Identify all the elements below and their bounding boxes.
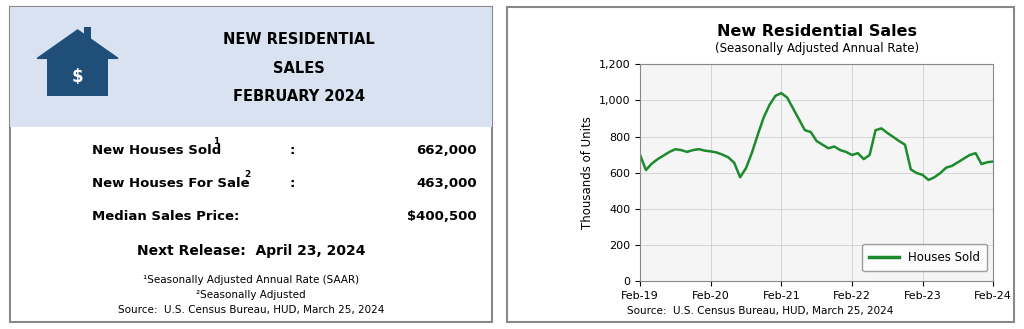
- Text: 463,000: 463,000: [417, 177, 477, 190]
- Polygon shape: [37, 30, 118, 58]
- Text: :: :: [290, 144, 295, 157]
- Text: 2: 2: [244, 170, 250, 179]
- Legend: Houses Sold: Houses Sold: [862, 244, 987, 271]
- Title: New Residential Sales: New Residential Sales: [717, 24, 916, 39]
- Text: ¹Seasonally Adjusted Annual Rate (SAAR): ¹Seasonally Adjusted Annual Rate (SAAR): [142, 275, 359, 285]
- Text: ²Seasonally Adjusted: ²Seasonally Adjusted: [196, 290, 306, 300]
- Text: Next Release:  April 23, 2024: Next Release: April 23, 2024: [136, 244, 366, 258]
- Text: $: $: [72, 68, 83, 86]
- Text: :: :: [290, 177, 295, 190]
- Text: Median Sales Price:: Median Sales Price:: [92, 210, 240, 223]
- Text: FEBRUARY 2024: FEBRUARY 2024: [233, 89, 365, 104]
- Text: New Houses Sold: New Houses Sold: [92, 144, 221, 157]
- Y-axis label: Thousands of Units: Thousands of Units: [582, 116, 595, 229]
- Text: Source:  U.S. Census Bureau, HUD, March 25, 2024: Source: U.S. Census Bureau, HUD, March 2…: [118, 305, 384, 316]
- Text: 662,000: 662,000: [417, 144, 477, 157]
- Text: SALES: SALES: [273, 61, 325, 76]
- Text: Source:  U.S. Census Bureau, HUD, March 25, 2024: Source: U.S. Census Bureau, HUD, March 2…: [627, 306, 894, 316]
- Text: $400,500: $400,500: [408, 210, 477, 223]
- Bar: [84, 27, 91, 44]
- Text: New Houses For Sale: New Houses For Sale: [92, 177, 250, 190]
- Text: 1: 1: [213, 137, 219, 146]
- Text: NEW RESIDENTIAL: NEW RESIDENTIAL: [223, 32, 375, 47]
- Text: (Seasonally Adjusted Annual Rate): (Seasonally Adjusted Annual Rate): [715, 42, 919, 56]
- Bar: [10, 7, 492, 127]
- Bar: [47, 58, 108, 96]
